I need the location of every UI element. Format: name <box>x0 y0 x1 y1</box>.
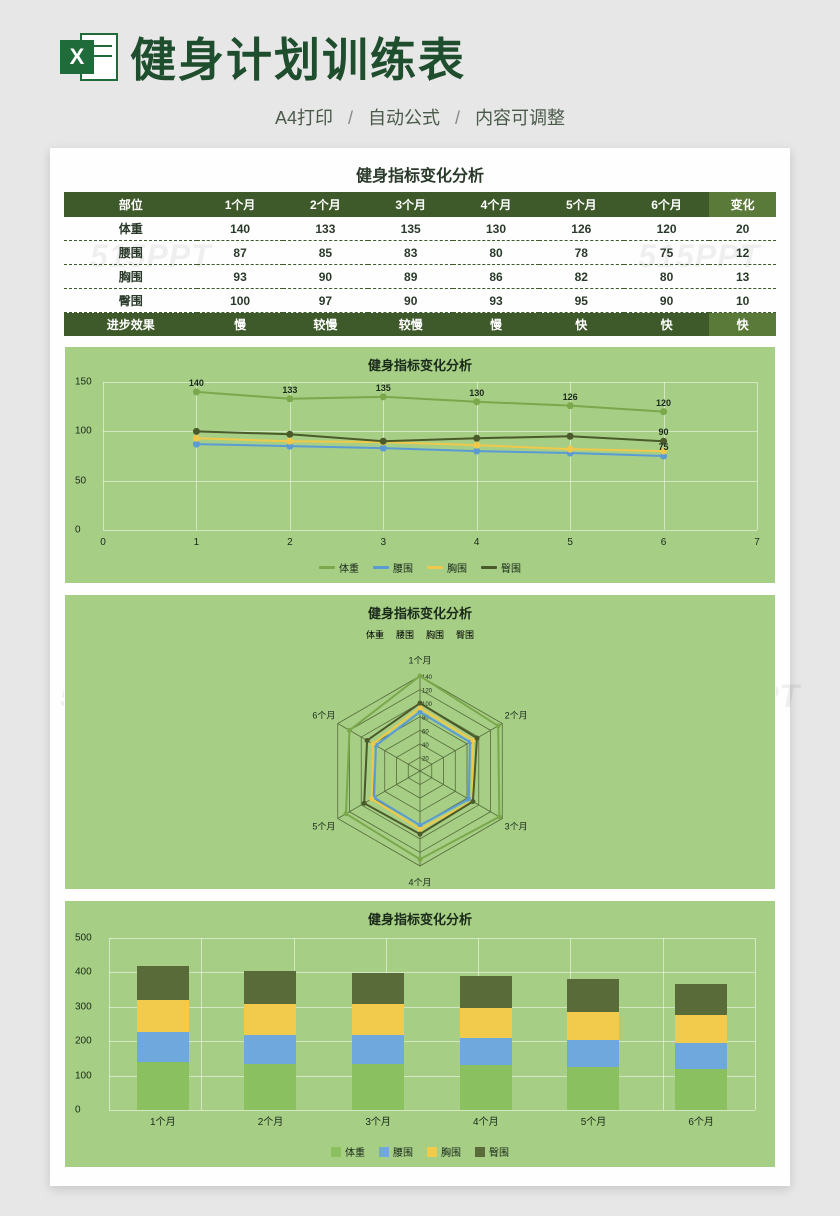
table-cell: 90 <box>368 289 453 313</box>
col-header: 3个月 <box>368 192 453 217</box>
table-cell: 12 <box>709 241 776 265</box>
table-cell: 胸围 <box>64 265 197 289</box>
progress-cell: 快 <box>624 313 709 337</box>
legend-item: 胸围 <box>427 560 467 575</box>
table-row: 体重14013313513012612020 <box>64 217 776 241</box>
table-cell: 75 <box>624 241 709 265</box>
table-cell: 89 <box>368 265 453 289</box>
excel-x-badge: X <box>60 40 94 74</box>
line-chart-legend: 体重腰围胸围臀围 <box>65 556 775 583</box>
subtitle-formula: 自动公式 <box>368 108 440 128</box>
radar-chart-title: 健身指标变化分析 <box>65 595 775 626</box>
excel-icon: X <box>60 28 118 86</box>
progress-cell: 较慢 <box>368 313 453 337</box>
bar <box>567 979 619 1110</box>
legend-item: 体重 <box>319 560 359 575</box>
bar <box>137 966 189 1110</box>
table-cell: 126 <box>539 217 624 241</box>
table-cell: 20 <box>709 217 776 241</box>
table-cell: 133 <box>283 217 368 241</box>
legend-item: 腰围 <box>373 560 413 575</box>
svg-text:120: 120 <box>422 688 433 694</box>
bar-chart-title: 健身指标变化分析 <box>65 901 775 932</box>
table-cell: 82 <box>539 265 624 289</box>
table-cell: 95 <box>539 289 624 313</box>
subtitle-adjustable: 内容可调整 <box>475 108 565 128</box>
table-row: 臀围100979093959010 <box>64 289 776 313</box>
table-cell: 80 <box>453 241 538 265</box>
svg-text:20: 20 <box>422 756 429 762</box>
bar <box>460 976 512 1110</box>
bar <box>244 971 296 1110</box>
progress-cell: 慢 <box>453 313 538 337</box>
table-cell: 臀围 <box>64 289 197 313</box>
table-cell: 120 <box>624 217 709 241</box>
table-cell: 90 <box>283 265 368 289</box>
legend-item: 胸围 <box>426 628 444 641</box>
table-cell: 93 <box>453 289 538 313</box>
table-cell: 10 <box>709 289 776 313</box>
progress-cell: 慢 <box>197 313 282 337</box>
table-row: 腰围87858380787512 <box>64 241 776 265</box>
table-cell: 97 <box>283 289 368 313</box>
radar-chart-legend: 体重腰围胸围臀围 <box>65 626 775 641</box>
excel-sheet: 515PPT 515PPT 515PPT 515PPT 健身指标变化分析 部位1… <box>50 148 790 1186</box>
col-header: 5个月 <box>539 192 624 217</box>
line-chart: 健身指标变化分析 05010015001234567 1401331351301… <box>64 346 776 584</box>
bar <box>352 973 404 1110</box>
legend-item: 体重 <box>366 628 384 641</box>
table-cell: 87 <box>197 241 282 265</box>
radar-chart: 健身指标变化分析 体重腰围胸围臀围 20406080100120140 1个月2… <box>64 594 776 890</box>
line-chart-title: 健身指标变化分析 <box>65 347 775 378</box>
table-cell: 100 <box>197 289 282 313</box>
legend-item: 腰围 <box>396 628 414 641</box>
table-cell: 130 <box>453 217 538 241</box>
progress-cell: 较慢 <box>283 313 368 337</box>
svg-text:40: 40 <box>422 742 429 748</box>
page-title: 健身计划训练表 <box>130 24 466 90</box>
table-cell: 86 <box>453 265 538 289</box>
table-cell: 83 <box>368 241 453 265</box>
bar <box>675 984 727 1110</box>
table-row: 胸围93908986828013 <box>64 265 776 289</box>
table-cell: 140 <box>197 217 282 241</box>
svg-text:60: 60 <box>422 729 429 735</box>
legend-item: 胸围 <box>427 1144 461 1159</box>
table-cell: 78 <box>539 241 624 265</box>
legend-item: 腰围 <box>379 1144 413 1159</box>
col-header: 变化 <box>709 192 776 217</box>
data-table: 部位1个月2个月3个月4个月5个月6个月变化 体重140133135130126… <box>64 192 776 336</box>
progress-row: 进步效果慢较慢较慢慢快快快 <box>64 313 776 337</box>
table-cell: 135 <box>368 217 453 241</box>
progress-cell: 进步效果 <box>64 313 197 337</box>
subtitle-a4: A4打印 <box>275 108 333 128</box>
bar-chart: 健身指标变化分析 0100200300400500 1个月2个月3个月4个月5个… <box>64 900 776 1168</box>
table-cell: 93 <box>197 265 282 289</box>
col-header: 部位 <box>64 192 197 217</box>
table-cell: 腰围 <box>64 241 197 265</box>
page-subtitle: A4打印 / 自动公式 / 内容可调整 <box>0 104 840 130</box>
table-cell: 90 <box>624 289 709 313</box>
legend-item: 臀围 <box>481 560 521 575</box>
col-header: 1个月 <box>197 192 282 217</box>
progress-cell: 快 <box>539 313 624 337</box>
legend-item: 臀围 <box>456 628 474 641</box>
legend-item: 体重 <box>331 1144 365 1159</box>
col-header: 6个月 <box>624 192 709 217</box>
col-header: 2个月 <box>283 192 368 217</box>
col-header: 4个月 <box>453 192 538 217</box>
sheet-title: 健身指标变化分析 <box>64 162 776 186</box>
bar-chart-legend: 体重腰围胸围臀围 <box>65 1140 775 1167</box>
table-cell: 体重 <box>64 217 197 241</box>
table-cell: 80 <box>624 265 709 289</box>
progress-cell: 快 <box>709 313 776 337</box>
legend-item: 臀围 <box>475 1144 509 1159</box>
table-cell: 85 <box>283 241 368 265</box>
table-cell: 13 <box>709 265 776 289</box>
page-header: X 健身计划训练表 <box>0 0 840 98</box>
